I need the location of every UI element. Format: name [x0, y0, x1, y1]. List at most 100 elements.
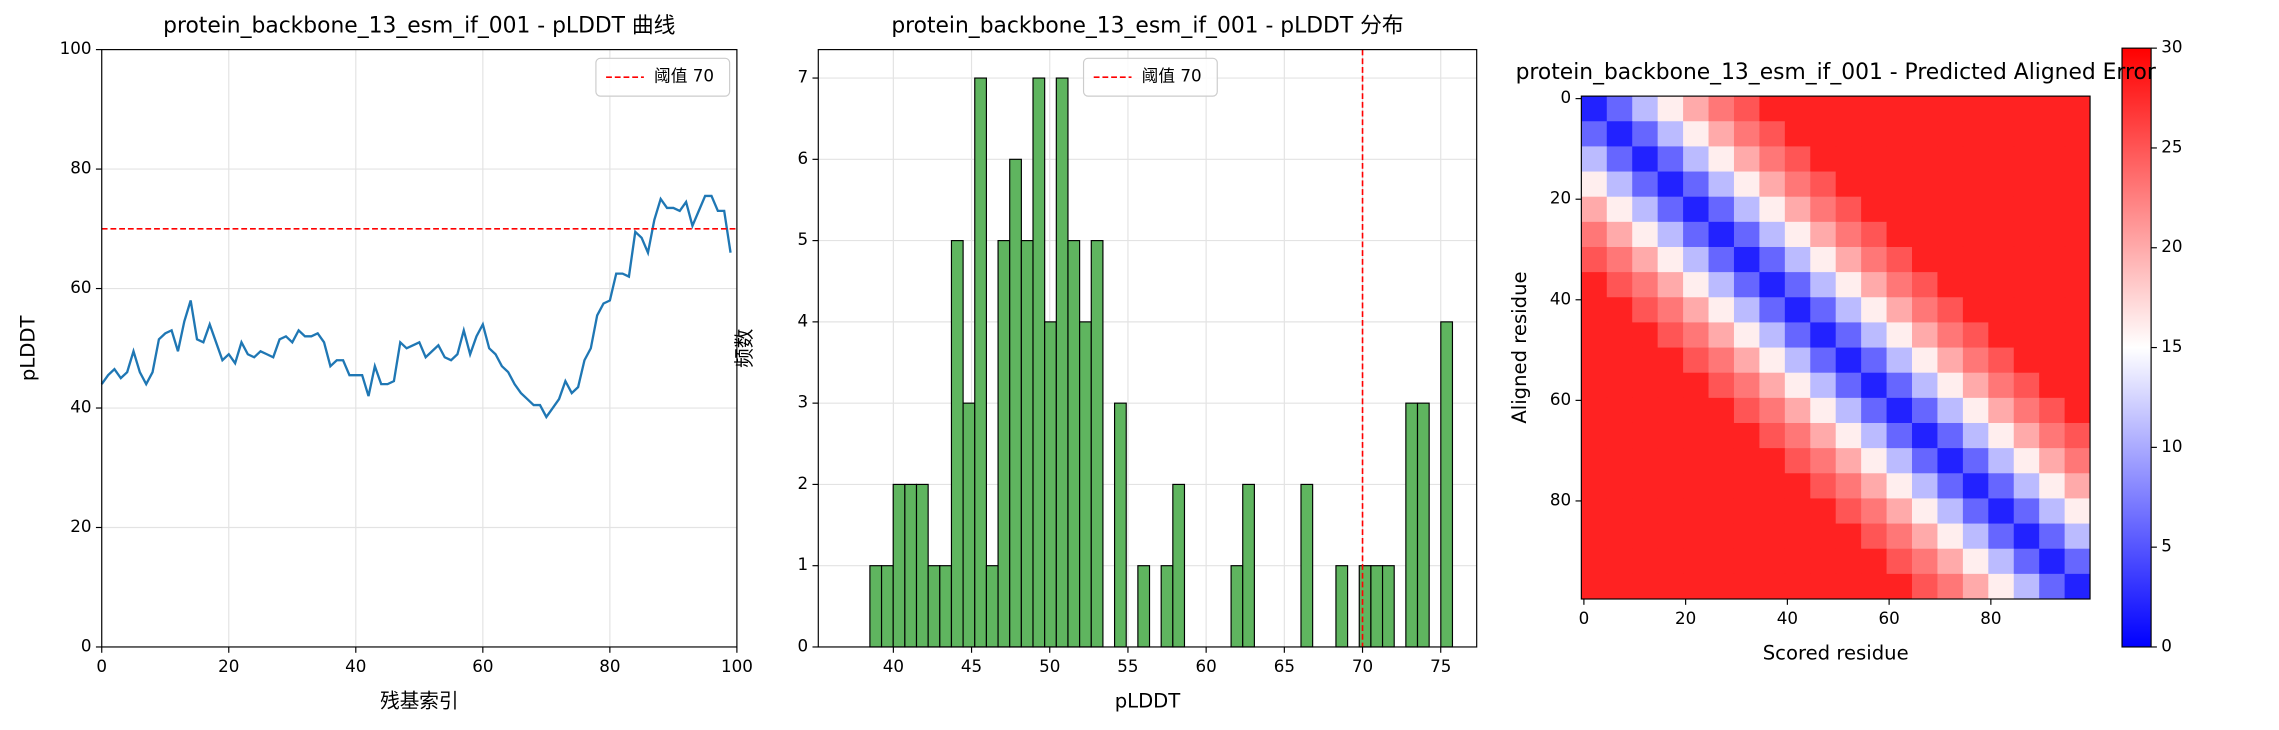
heatmap-cell [2013, 221, 2040, 248]
heatmap-cell [1912, 347, 1938, 374]
heatmap-cell [1632, 573, 1659, 600]
heatmap-cell [1683, 422, 1709, 449]
bar [1300, 483, 1314, 648]
x-tick-label: 0 [96, 656, 107, 676]
heatmap-cell [1886, 573, 1913, 600]
y-axis-label: pLDDT [17, 314, 40, 381]
heatmap-cell [1606, 246, 1633, 273]
heatmap-cell [1912, 422, 1938, 449]
heatmap-cell [1810, 96, 1837, 122]
heatmap-cell [1632, 121, 1659, 147]
heatmap-cell [2039, 246, 2066, 273]
heatmap-cell [1937, 121, 1964, 147]
heatmap-cell [1937, 96, 1964, 122]
y-tick-label: 6 [797, 148, 808, 168]
heatmap-cell [2013, 121, 2040, 147]
heatmap-cell [1810, 146, 1837, 172]
heatmap-cell [1581, 322, 1608, 348]
bar [1335, 565, 1349, 648]
x-tick-label: 100 [721, 656, 753, 676]
heatmap-cell [1581, 347, 1608, 374]
x-axis-label: 残基索引 [380, 690, 458, 713]
heatmap-cell [1733, 171, 1760, 198]
heatmap-cell [1708, 297, 1735, 323]
y-tick-label: 60 [70, 277, 91, 297]
heatmap-cell [1962, 347, 1989, 374]
heatmap-cell [1784, 573, 1811, 600]
heatmap-cell [1962, 372, 1989, 399]
colorbar-tick-label: 5 [2161, 536, 2172, 556]
heatmap-cell [2064, 146, 2091, 172]
heatmap-cell [1606, 573, 1633, 600]
heatmap-cell [1912, 246, 1938, 273]
axes-frame [101, 49, 738, 648]
heatmap-cell [1759, 523, 1786, 550]
heatmap-cell [1784, 372, 1811, 399]
heatmap-cell [1962, 473, 1989, 499]
heatmap-cell [1733, 397, 1760, 424]
heatmap-cell [1861, 272, 1888, 298]
heatmap-cell [1733, 422, 1760, 449]
heatmap-cell [1581, 523, 1608, 550]
heatmap-cell [2039, 221, 2066, 248]
heatmap-cell [1683, 221, 1709, 248]
heatmap-cell [1912, 573, 1938, 600]
heatmap-cell [1784, 272, 1811, 298]
heatmap-cell [2064, 96, 2091, 122]
heatmap-cell [1683, 523, 1709, 550]
bar [1160, 565, 1174, 648]
heatmap-cell [1708, 448, 1735, 474]
heatmap-cell [1733, 573, 1760, 600]
heatmap-cell [1912, 448, 1938, 474]
heatmap-cell [2013, 397, 2040, 424]
heatmap-cell [2039, 397, 2066, 424]
heatmap-cell [1962, 548, 1989, 575]
heatmap-cell [1835, 548, 1862, 575]
heatmap-cell [1632, 272, 1659, 298]
y-tick-label: 0 [797, 635, 808, 655]
heatmap-cell [1683, 272, 1709, 298]
heatmap-cell [1886, 548, 1913, 575]
y-tick-label: 100 [60, 38, 92, 58]
heatmap-cell [1657, 96, 1684, 122]
heatmap-cell [1962, 422, 1989, 449]
heatmap-cell [1835, 272, 1862, 298]
heatmap-cell [1759, 96, 1786, 122]
heatmap-cell [2064, 322, 2091, 348]
heatmap-cell [2013, 548, 2040, 575]
y-tick-label: 1 [797, 554, 808, 574]
heatmap-cell [1835, 297, 1862, 323]
heatmap-cell [2064, 448, 2091, 474]
heatmap-cell [1810, 473, 1837, 499]
heatmap-cell [1733, 146, 1760, 172]
heatmap-cell [2039, 297, 2066, 323]
heatmap-cell [1708, 372, 1735, 399]
chart-title: protein_backbone_13_esm_if_001 - Predict… [1516, 60, 2156, 85]
colorbar-tick-label: 20 [2161, 236, 2182, 256]
x-tick-label: 50 [1039, 656, 1060, 676]
heatmap-cell [1784, 221, 1811, 248]
heatmap-cell [1683, 372, 1709, 399]
heatmap-cell [1861, 297, 1888, 323]
heatmap-cell [1683, 548, 1709, 575]
heatmap-cell [1886, 272, 1913, 298]
heatmap-cell [1733, 347, 1760, 374]
heatmap-cell [1708, 196, 1735, 223]
heatmap-cell [1784, 548, 1811, 575]
heatmap-cell [1810, 573, 1837, 600]
heatmap-cell [1988, 146, 2015, 172]
heatmap-cell [1937, 146, 1964, 172]
heatmap-cell [2013, 246, 2040, 273]
heatmap-cell [2013, 322, 2040, 348]
bar [1137, 565, 1151, 648]
heatmap-cell [1962, 448, 1989, 474]
heatmap-cell [1988, 397, 2015, 424]
heatmap-cell [1810, 221, 1837, 248]
x-tick-label: 80 [599, 656, 620, 676]
heatmap-cell [1759, 272, 1786, 298]
heatmap-cell [1937, 221, 1964, 248]
y-tick-label: 60 [1550, 389, 1571, 409]
x-tick-label: 70 [1352, 656, 1373, 676]
heatmap-cell [1708, 171, 1735, 198]
heatmap-cell [1581, 573, 1608, 600]
